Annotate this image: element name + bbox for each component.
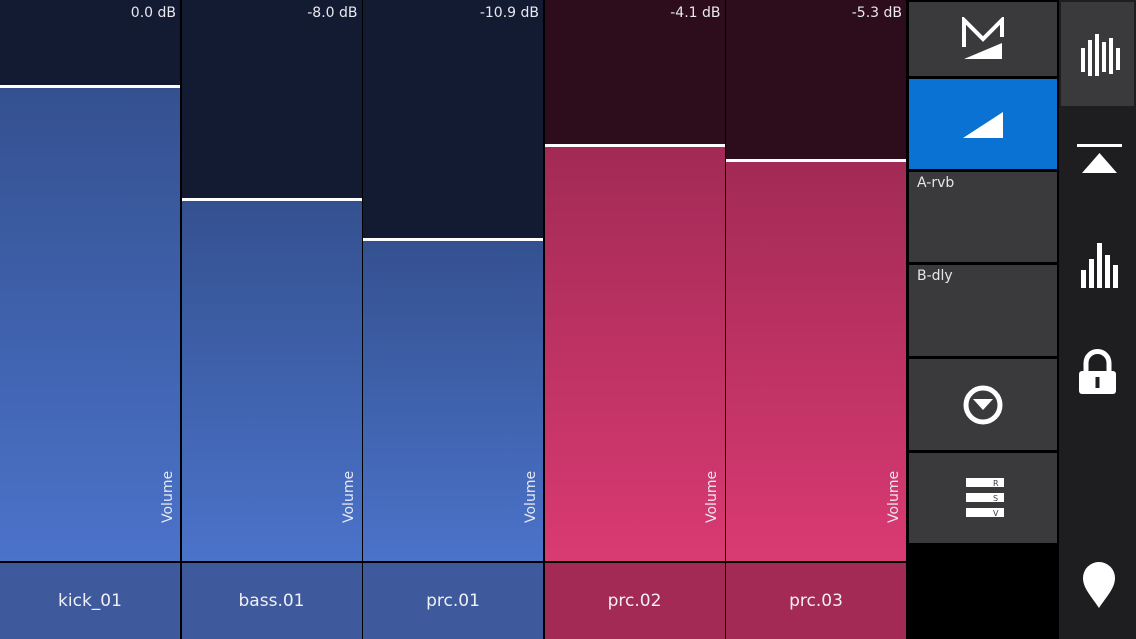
mixer: 0.0 dB Volume kick_01 -8.0 dB Volume bas…: [0, 0, 906, 639]
channel-name-button[interactable]: prc.02: [544, 563, 725, 639]
fader-fill: [363, 238, 543, 561]
send-a-label: A-rvb: [917, 175, 955, 191]
rsv-menu-icon: R S V: [966, 478, 1004, 518]
volume-fader[interactable]: 0.0 dB Volume: [0, 0, 180, 561]
param-label: Volume: [341, 470, 358, 523]
svg-text:S: S: [993, 494, 998, 503]
fader-level-line: [726, 159, 906, 163]
fader-fill: [726, 159, 906, 561]
send-b-label: B-dly: [917, 268, 953, 284]
db-readout: -4.1 dB: [670, 5, 721, 21]
channel-strip: -5.3 dB Volume prc.03: [726, 0, 906, 639]
svg-text:R: R: [993, 479, 999, 488]
send-b-button[interactable]: B-dly: [909, 265, 1057, 356]
parameter-panel: A-rvb B-dly R S V: [907, 0, 1059, 639]
volume-fader[interactable]: -5.3 dB Volume: [726, 0, 906, 561]
param-label: Volume: [160, 470, 176, 523]
channel-strip: -10.9 dB Volume prc.01: [363, 0, 543, 639]
sidebar: [1059, 0, 1136, 639]
param-label: Volume: [523, 470, 539, 523]
levels-icon: [1081, 243, 1118, 288]
volume-ramp-icon: [963, 112, 1003, 138]
location-pin-icon: [1083, 562, 1115, 608]
lock-button[interactable]: [1061, 320, 1134, 430]
param-label: Volume: [886, 470, 902, 523]
channel-name-button[interactable]: bass.01: [181, 563, 362, 639]
fader-fill: [181, 198, 362, 561]
send-a-button[interactable]: A-rvb: [909, 172, 1057, 262]
rsv-button[interactable]: R S V: [909, 453, 1057, 543]
mode-logo-button[interactable]: [909, 2, 1057, 76]
volume-mode-button[interactable]: [909, 79, 1057, 169]
channel-strip: -4.1 dB Volume prc.02: [544, 0, 725, 639]
eject-button[interactable]: [1061, 110, 1134, 210]
param-label: Volume: [704, 470, 721, 523]
volume-fader[interactable]: -8.0 dB Volume: [181, 0, 362, 561]
pan-knob-icon: [963, 385, 1003, 425]
channel-name-button[interactable]: prc.03: [726, 563, 906, 639]
m-logo-icon: [962, 17, 1004, 59]
fader-level-line: [363, 238, 543, 242]
fader-level-line: [181, 198, 362, 202]
fader-fill: [0, 85, 180, 561]
channel-strip: -8.0 dB Volume bass.01: [181, 0, 362, 639]
db-readout: -5.3 dB: [851, 5, 902, 21]
volume-fader[interactable]: -10.9 dB Volume: [363, 0, 543, 561]
location-button[interactable]: [1061, 540, 1134, 635]
volume-fader[interactable]: -4.1 dB Volume: [544, 0, 725, 561]
channel-strip: 0.0 dB Volume kick_01: [0, 0, 180, 639]
levels-button[interactable]: [1061, 215, 1134, 315]
fader-fill: [544, 144, 725, 561]
db-readout: -8.0 dB: [307, 5, 358, 21]
svg-text:V: V: [993, 509, 999, 518]
pan-button[interactable]: [909, 359, 1057, 450]
lock-icon: [1079, 349, 1116, 394]
mixer-icon: [1081, 34, 1120, 76]
channel-name-button[interactable]: kick_01: [0, 563, 180, 639]
db-readout: 0.0 dB: [130, 5, 176, 21]
db-readout: -10.9 dB: [479, 5, 539, 21]
fader-level-line: [544, 144, 725, 148]
eject-icon: [1077, 144, 1122, 173]
fader-level-line: [0, 85, 180, 89]
mixer-view-button[interactable]: [1061, 2, 1134, 106]
channel-name-button[interactable]: prc.01: [363, 563, 543, 639]
